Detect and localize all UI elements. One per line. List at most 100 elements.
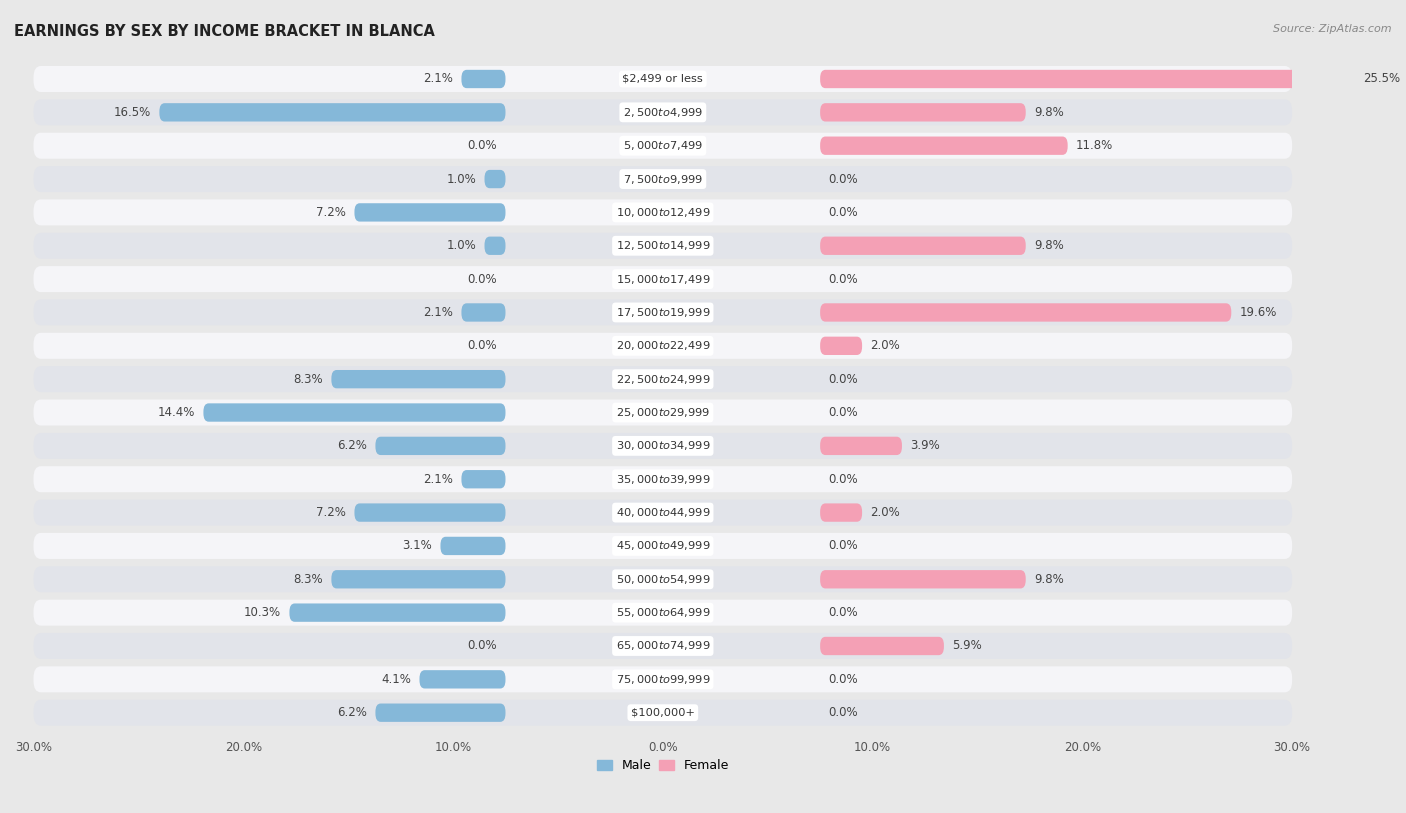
Text: 14.4%: 14.4% bbox=[157, 406, 195, 419]
Text: $25,000 to $29,999: $25,000 to $29,999 bbox=[616, 406, 710, 419]
FancyBboxPatch shape bbox=[34, 399, 1292, 425]
FancyBboxPatch shape bbox=[820, 337, 862, 355]
FancyBboxPatch shape bbox=[159, 103, 506, 121]
Text: $75,000 to $99,999: $75,000 to $99,999 bbox=[616, 673, 710, 686]
FancyBboxPatch shape bbox=[34, 333, 1292, 359]
FancyBboxPatch shape bbox=[34, 66, 1292, 92]
Text: $35,000 to $39,999: $35,000 to $39,999 bbox=[616, 472, 710, 485]
FancyBboxPatch shape bbox=[461, 70, 506, 88]
FancyBboxPatch shape bbox=[461, 303, 506, 322]
FancyBboxPatch shape bbox=[820, 303, 1232, 322]
FancyBboxPatch shape bbox=[820, 503, 862, 522]
Text: 0.0%: 0.0% bbox=[828, 272, 858, 285]
Text: 8.3%: 8.3% bbox=[294, 372, 323, 385]
Text: 0.0%: 0.0% bbox=[828, 406, 858, 419]
Text: 25.5%: 25.5% bbox=[1364, 72, 1400, 85]
Text: EARNINGS BY SEX BY INCOME BRACKET IN BLANCA: EARNINGS BY SEX BY INCOME BRACKET IN BLA… bbox=[14, 24, 434, 39]
Text: 7.2%: 7.2% bbox=[316, 206, 346, 219]
Text: $17,500 to $19,999: $17,500 to $19,999 bbox=[616, 306, 710, 319]
Text: 9.8%: 9.8% bbox=[1033, 239, 1064, 252]
Text: $15,000 to $17,499: $15,000 to $17,499 bbox=[616, 272, 710, 285]
FancyBboxPatch shape bbox=[34, 499, 1292, 525]
FancyBboxPatch shape bbox=[820, 70, 1355, 88]
Text: 3.9%: 3.9% bbox=[910, 439, 941, 452]
Text: $12,500 to $14,999: $12,500 to $14,999 bbox=[616, 239, 710, 252]
FancyBboxPatch shape bbox=[485, 237, 506, 255]
FancyBboxPatch shape bbox=[34, 99, 1292, 125]
FancyBboxPatch shape bbox=[34, 299, 1292, 325]
FancyBboxPatch shape bbox=[440, 537, 506, 555]
FancyBboxPatch shape bbox=[34, 133, 1292, 159]
Text: Source: ZipAtlas.com: Source: ZipAtlas.com bbox=[1274, 24, 1392, 34]
FancyBboxPatch shape bbox=[290, 603, 506, 622]
Text: 0.0%: 0.0% bbox=[828, 540, 858, 552]
Text: $55,000 to $64,999: $55,000 to $64,999 bbox=[616, 606, 710, 620]
FancyBboxPatch shape bbox=[34, 266, 1292, 292]
FancyBboxPatch shape bbox=[34, 366, 1292, 392]
FancyBboxPatch shape bbox=[461, 470, 506, 489]
Text: 0.0%: 0.0% bbox=[828, 372, 858, 385]
FancyBboxPatch shape bbox=[820, 570, 1026, 589]
Text: 0.0%: 0.0% bbox=[828, 172, 858, 185]
FancyBboxPatch shape bbox=[34, 600, 1292, 626]
Text: 6.2%: 6.2% bbox=[337, 706, 367, 720]
Text: 6.2%: 6.2% bbox=[337, 439, 367, 452]
Text: 16.5%: 16.5% bbox=[114, 106, 150, 119]
Text: 8.3%: 8.3% bbox=[294, 573, 323, 586]
FancyBboxPatch shape bbox=[820, 437, 903, 455]
FancyBboxPatch shape bbox=[820, 103, 1026, 121]
Text: 2.1%: 2.1% bbox=[423, 306, 453, 319]
Text: 2.0%: 2.0% bbox=[870, 506, 900, 519]
FancyBboxPatch shape bbox=[820, 137, 1067, 154]
Text: $40,000 to $44,999: $40,000 to $44,999 bbox=[616, 506, 710, 519]
Text: 5.9%: 5.9% bbox=[952, 640, 981, 653]
FancyBboxPatch shape bbox=[820, 237, 1026, 255]
Text: 0.0%: 0.0% bbox=[467, 640, 498, 653]
Text: $45,000 to $49,999: $45,000 to $49,999 bbox=[616, 540, 710, 552]
Text: 19.6%: 19.6% bbox=[1240, 306, 1277, 319]
Text: 2.0%: 2.0% bbox=[870, 339, 900, 352]
FancyBboxPatch shape bbox=[820, 637, 943, 655]
Text: 0.0%: 0.0% bbox=[828, 706, 858, 720]
FancyBboxPatch shape bbox=[354, 203, 506, 222]
Text: $7,500 to $9,999: $7,500 to $9,999 bbox=[623, 172, 703, 185]
Text: 0.0%: 0.0% bbox=[828, 472, 858, 485]
Text: 0.0%: 0.0% bbox=[828, 673, 858, 686]
FancyBboxPatch shape bbox=[375, 437, 506, 455]
FancyBboxPatch shape bbox=[34, 433, 1292, 459]
Text: 4.1%: 4.1% bbox=[381, 673, 411, 686]
Text: 0.0%: 0.0% bbox=[467, 272, 498, 285]
Legend: Male, Female: Male, Female bbox=[592, 754, 734, 777]
Text: $65,000 to $74,999: $65,000 to $74,999 bbox=[616, 640, 710, 653]
Text: $22,500 to $24,999: $22,500 to $24,999 bbox=[616, 372, 710, 385]
FancyBboxPatch shape bbox=[332, 570, 506, 589]
FancyBboxPatch shape bbox=[375, 703, 506, 722]
FancyBboxPatch shape bbox=[419, 670, 506, 689]
Text: 0.0%: 0.0% bbox=[828, 606, 858, 620]
Text: 1.0%: 1.0% bbox=[446, 172, 477, 185]
FancyBboxPatch shape bbox=[34, 633, 1292, 659]
Text: 0.0%: 0.0% bbox=[828, 206, 858, 219]
Text: $100,000+: $100,000+ bbox=[631, 707, 695, 718]
Text: $2,499 or less: $2,499 or less bbox=[623, 74, 703, 84]
Text: $2,500 to $4,999: $2,500 to $4,999 bbox=[623, 106, 703, 119]
Text: $10,000 to $12,499: $10,000 to $12,499 bbox=[616, 206, 710, 219]
FancyBboxPatch shape bbox=[34, 533, 1292, 559]
FancyBboxPatch shape bbox=[34, 466, 1292, 492]
FancyBboxPatch shape bbox=[204, 403, 506, 422]
FancyBboxPatch shape bbox=[332, 370, 506, 389]
Text: 0.0%: 0.0% bbox=[467, 139, 498, 152]
FancyBboxPatch shape bbox=[354, 503, 506, 522]
Text: $20,000 to $22,499: $20,000 to $22,499 bbox=[616, 339, 710, 352]
Text: 1.0%: 1.0% bbox=[446, 239, 477, 252]
Text: 2.1%: 2.1% bbox=[423, 472, 453, 485]
Text: 9.8%: 9.8% bbox=[1033, 106, 1064, 119]
Text: $50,000 to $54,999: $50,000 to $54,999 bbox=[616, 573, 710, 586]
Text: 11.8%: 11.8% bbox=[1076, 139, 1114, 152]
Text: 2.1%: 2.1% bbox=[423, 72, 453, 85]
Text: 7.2%: 7.2% bbox=[316, 506, 346, 519]
FancyBboxPatch shape bbox=[34, 700, 1292, 726]
Text: 9.8%: 9.8% bbox=[1033, 573, 1064, 586]
FancyBboxPatch shape bbox=[34, 667, 1292, 693]
Text: $30,000 to $34,999: $30,000 to $34,999 bbox=[616, 439, 710, 452]
